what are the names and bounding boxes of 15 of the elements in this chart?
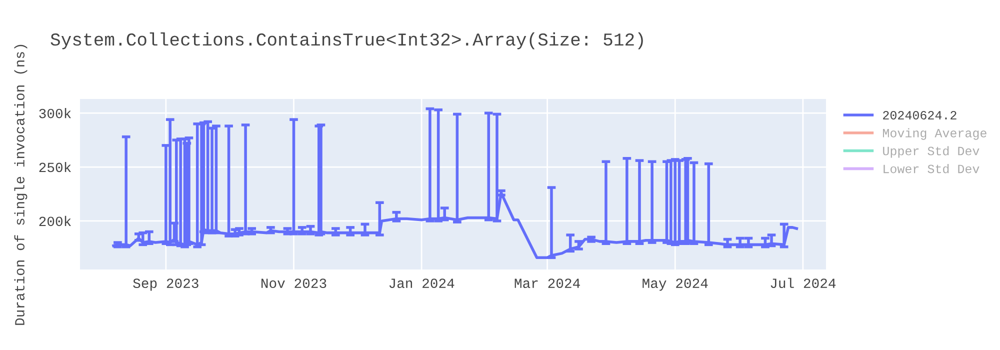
y-tick-label: 250k <box>39 162 71 172</box>
legend-label: Moving Average <box>882 128 986 140</box>
y-tick-label: 300k <box>39 108 71 118</box>
x-tick-label: Nov 2023 <box>262 278 326 288</box>
legend-label: 20240624.2 <box>883 110 956 120</box>
y-tick-label: 200k <box>39 216 71 226</box>
x-tick-label: Sep 2023 <box>133 278 198 291</box>
x-tick-label: Jul 2024 <box>770 278 836 288</box>
y-axis-title: Duration of single invocation (ns) <box>14 44 28 325</box>
legend-label: Lower Std Dev <box>884 164 980 174</box>
x-tick-label: May 2024 <box>642 278 708 291</box>
legend-label: Upper Std Dev <box>883 146 980 158</box>
x-tick-label: Jan 2024 <box>389 278 454 288</box>
x-tick-label: Mar 2024 <box>514 278 580 288</box>
chart-title: System.Collections.ContainsTrue<Int32>.Array(Size: 512) <box>50 32 643 50</box>
